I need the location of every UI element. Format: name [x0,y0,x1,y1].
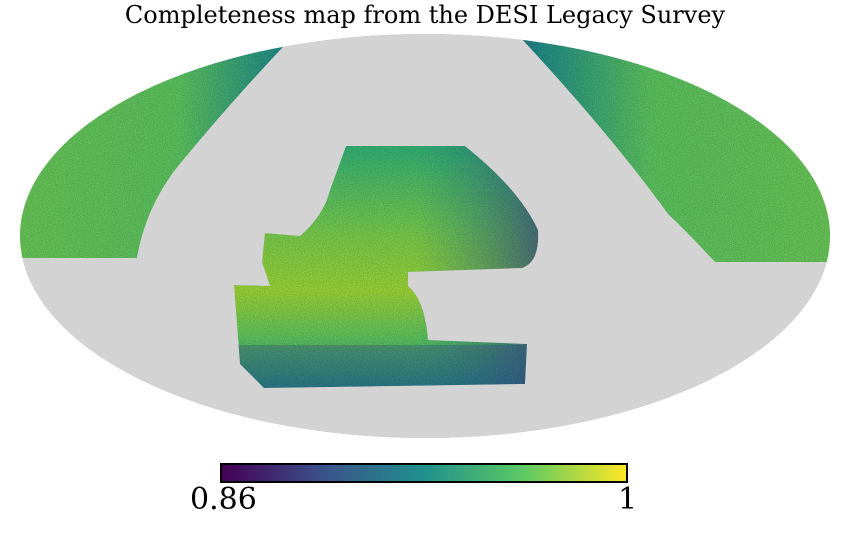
colorbar-min-label: 0.86 [190,482,257,517]
colorbar-max-label: 1 [618,482,638,517]
map-title: Completeness map from the DESI Legacy Su… [124,1,726,29]
colorbar-gradient [220,463,628,483]
colorbar [220,463,628,483]
